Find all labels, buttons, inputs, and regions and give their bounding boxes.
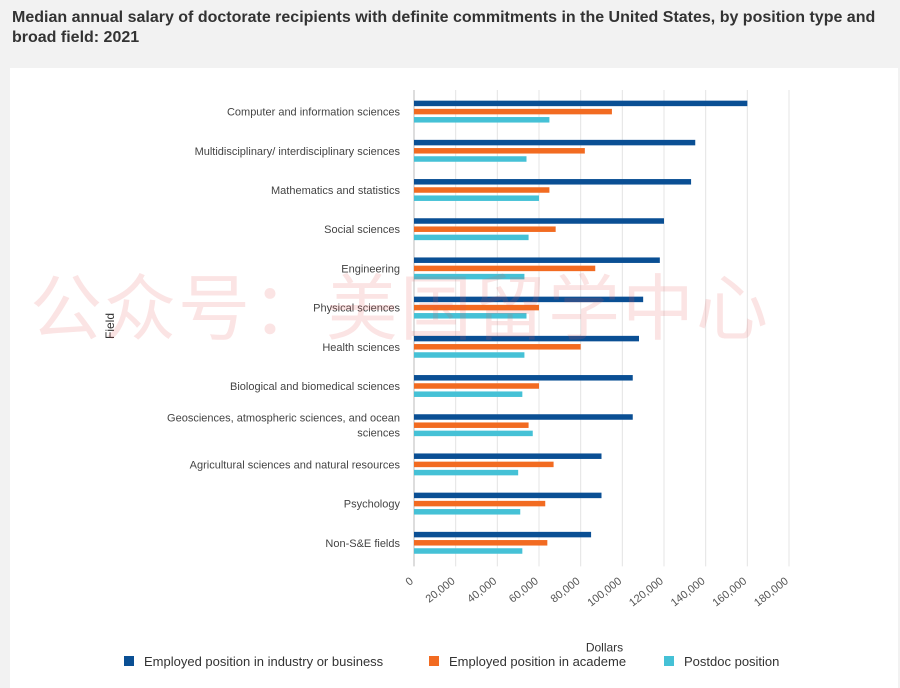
- category-label: Biological and biomedical sciences: [230, 381, 400, 393]
- x-tick-label: 140,000: [669, 575, 708, 609]
- y-axis-title: Field: [103, 313, 117, 339]
- bar-industry: [414, 531, 592, 538]
- chart-card: Computer and information sciences Multidi…: [10, 68, 898, 688]
- bar-academe: [414, 226, 556, 232]
- bar-industry: [414, 257, 660, 263]
- bar-industry: [414, 218, 664, 224]
- bar-industry: [414, 492, 602, 499]
- category-label: Non-S&E fields: [325, 538, 400, 550]
- x-tick-label: 0: [404, 575, 416, 588]
- bar-postdoc: [414, 430, 533, 437]
- category-label: Health sciences: [322, 342, 400, 354]
- x-tick-label: 160,000: [710, 575, 749, 609]
- x-tick-label: 60,000: [507, 575, 541, 605]
- category-label: Engineering: [341, 263, 400, 275]
- bar-postdoc: [414, 156, 527, 162]
- bar-postdoc: [414, 548, 523, 554]
- x-tick-label: 180,000: [752, 575, 791, 609]
- bar-postdoc: [414, 391, 523, 397]
- bar-industry: [414, 335, 639, 342]
- bar-industry: [414, 375, 633, 381]
- bar-academe: [414, 500, 546, 507]
- bar-academe: [414, 540, 548, 546]
- bar-academe: [414, 108, 612, 115]
- bar-postdoc: [414, 195, 539, 201]
- bar-academe: [414, 422, 529, 428]
- legend-swatch-academe: [429, 656, 439, 666]
- bar-postdoc: [414, 234, 529, 241]
- x-tick-label: 100,000: [585, 575, 624, 609]
- page-title: Median annual salary of doctorate recipi…: [12, 9, 876, 46]
- category-label: Computer and information sciences: [227, 107, 401, 119]
- bar-academe: [414, 461, 554, 468]
- category-label: Social sciences: [324, 224, 400, 236]
- category-label: Geosciences, atmospheric sciences, and o…: [167, 413, 400, 425]
- category-label: Mathematics and statistics: [271, 185, 400, 197]
- bar-postdoc: [414, 509, 521, 515]
- bar-industry: [414, 453, 602, 459]
- legend-label: Employed position in academe: [449, 654, 626, 669]
- legend-swatch-postdoc: [664, 656, 674, 666]
- bar-postdoc: [414, 469, 519, 476]
- bar-industry: [414, 179, 692, 185]
- category-label: Physical sciences: [313, 303, 400, 315]
- bar-industry: [414, 139, 696, 146]
- category-label: Psychology: [344, 499, 401, 511]
- bar-industry: [414, 414, 633, 420]
- x-axis-title: Dollars: [586, 640, 623, 654]
- x-tick-label: 120,000: [627, 575, 666, 609]
- bar-postdoc: [414, 313, 527, 319]
- bar-postdoc: [414, 352, 525, 358]
- bar-postdoc: [414, 273, 525, 280]
- bar-academe: [414, 187, 550, 193]
- category-label: Agricultural sciences and natural resour…: [190, 459, 401, 471]
- bar-academe: [414, 265, 596, 272]
- bar-postdoc: [414, 117, 550, 123]
- category-label: sciences: [357, 428, 400, 440]
- bar-industry: [414, 100, 748, 107]
- bar-industry: [414, 296, 644, 303]
- category-label: Multidisciplinary/ interdisciplinary sci…: [195, 146, 401, 158]
- bar-chart: Computer and information sciences Multidi…: [103, 90, 791, 669]
- x-tick-label: 20,000: [424, 575, 458, 605]
- bar-academe: [414, 304, 539, 311]
- legend-label: Postdoc position: [684, 654, 779, 669]
- legend-label: Employed position in industry or busines…: [144, 654, 384, 669]
- bar-academe: [414, 148, 585, 154]
- x-tick-label: 40,000: [465, 575, 499, 605]
- bar-academe: [414, 344, 581, 350]
- legend-swatch-industry: [124, 656, 134, 666]
- x-tick-label: 80,000: [549, 575, 583, 605]
- bar-academe: [414, 383, 539, 389]
